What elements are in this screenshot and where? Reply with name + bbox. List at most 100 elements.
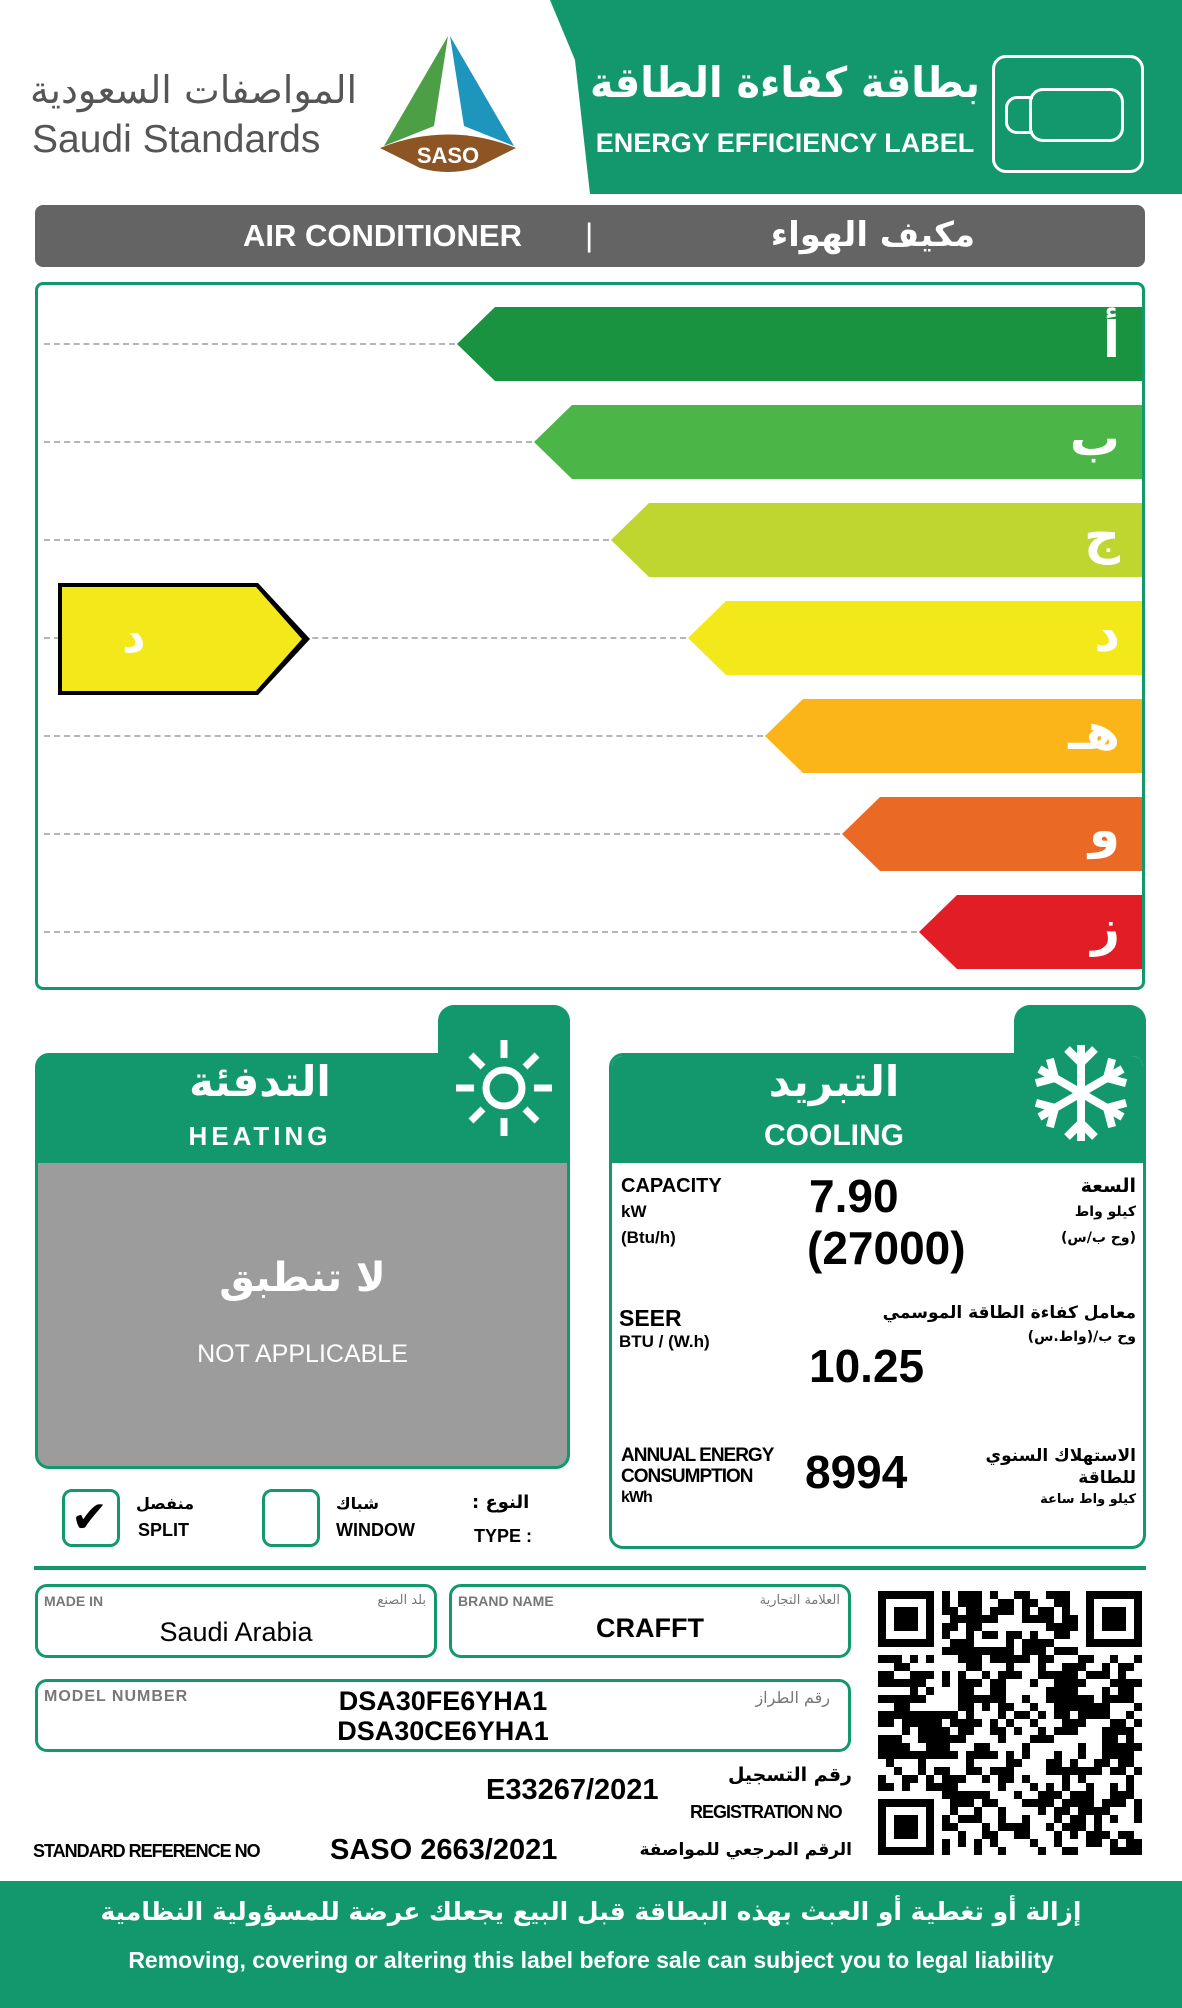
not-applicable-en: NOT APPLICABLE (197, 1340, 408, 1368)
made-in-box: MADE IN بلد الصنع Saudi Arabia (35, 1584, 437, 1658)
window-checkbox[interactable] (262, 1489, 320, 1547)
model-value-1: DSA30FE6YHA1 (338, 1686, 548, 1716)
class-arrow-2: ب (534, 405, 1142, 479)
scale-guide-line (44, 343, 455, 345)
seer-unit: BTU / (W.h) (619, 1332, 710, 1351)
seer-unit-ar: وح ب/(واط.س) (1027, 1329, 1136, 1345)
window-label-ar: شباك (336, 1494, 379, 1513)
capacity-label: CAPACITY kW (Btu/h) (621, 1173, 722, 1251)
standard-label-en: STANDARD REFERENCE NO (33, 1841, 261, 1861)
not-applicable-ar: لا تنطبق (219, 1255, 386, 1301)
annual-unit: kWh (621, 1489, 653, 1506)
rating-label: د (122, 609, 146, 663)
annual-ar2: للطاقة (1078, 1468, 1136, 1488)
capacity-unit-ar1: كيلو واط (1074, 1204, 1136, 1220)
class-label: ز (1091, 899, 1120, 957)
made-in-label: MADE IN (44, 1593, 104, 1609)
made-in-label-ar: بلد الصنع (377, 1593, 426, 1608)
split-checkbox[interactable]: ✔ (62, 1489, 120, 1547)
capacity-ar: السعة (1080, 1175, 1136, 1197)
brand-value: CRAFFT (596, 1613, 704, 1643)
footer-warning-ar-wrap: إزالة أو تغطية أو العبث بهذه البطاقة قبل… (20, 1897, 1162, 1937)
class-arrow-4: د (688, 601, 1142, 675)
scale-guide-line (44, 637, 686, 639)
heating-panel: التدفئة HEATING لا تنطبق NOT APPLICABLE (35, 1005, 570, 1469)
org-name-ar: المواصفات السعودية (30, 68, 358, 112)
checkmark-icon: ✔ (71, 1493, 108, 1542)
seer-label-ar: معامل كفاءة الطاقة الموسمي وح ب/(واط.س) (883, 1303, 1136, 1345)
annual-unit-ar: كيلو واط ساعة (1040, 1492, 1136, 1507)
annual-en1: ANNUAL ENERGY (621, 1445, 774, 1466)
label-title-en: ENERGY EFFICIENCY LABEL (595, 128, 975, 158)
scale-guide-line (44, 931, 917, 933)
capacity-unit-ar2: (وح ب/س) (1061, 1230, 1136, 1246)
registration-label-ar: رقم التسجيل (727, 1764, 852, 1786)
class-label: أ (1102, 311, 1120, 369)
sun-icon (456, 1040, 552, 1136)
product-separator: | (585, 217, 594, 253)
air-conditioner-icon (992, 55, 1144, 173)
header-band (550, 0, 1182, 194)
standard-value: SASO 2663/2021 (330, 1834, 558, 1866)
split-label-ar: منفصل (136, 1494, 194, 1513)
class-arrow-5: هـ (765, 699, 1142, 773)
scale-guide-line (44, 539, 609, 541)
rating-indicator: د (58, 583, 310, 695)
label-title-ar: بطاقة كفاءة الطاقة (590, 58, 980, 107)
type-label-ar: النوع : (472, 1492, 530, 1513)
annual-value: 8994 (805, 1446, 908, 1498)
seer-label: SEER BTU / (W.h) (619, 1305, 710, 1352)
capacity-label-ar: السعة كيلو واط (وح ب/س) (1061, 1173, 1136, 1251)
made-in-value: Saudi Arabia (159, 1617, 313, 1647)
heating-title-ar: التدفئة (189, 1057, 331, 1106)
divider (34, 1566, 1146, 1570)
snowflake-icon (1029, 1045, 1133, 1141)
registration-label-en: REGISTRATION NO (690, 1802, 843, 1822)
scale-guide-line (44, 441, 532, 443)
brand-box: BRAND NAME العلامة التجارية CRAFFT (449, 1584, 851, 1658)
model-label-ar: رقم الطراز (755, 1688, 830, 1707)
heating-title-en: HEATING (188, 1121, 332, 1151)
class-label: د (1094, 605, 1120, 663)
capacity-value-kw: 7.90 (809, 1170, 899, 1222)
qr-code[interactable] (878, 1591, 1142, 1855)
standard-label-ar: الرقم المرجعي للمواصفة (639, 1840, 853, 1860)
capacity-value-btu: (27000) (807, 1222, 966, 1274)
cooling-panel: التبريد COOLING CAPACITY kW (Btu/h) 7.90 (… (609, 1005, 1146, 1549)
seer-value: 10.25 (809, 1340, 925, 1392)
org-name-en: Saudi Standards (32, 118, 321, 161)
capacity-en: CAPACITY (621, 1175, 722, 1197)
annual-en2: CONSUMPTION (621, 1466, 754, 1487)
class-label: و (1088, 801, 1120, 859)
split-label-en: SPLIT (138, 1520, 190, 1540)
annual-label-ar: الاستهلاك السنوي للطاقة كيلو واط ساعة (986, 1445, 1136, 1511)
footer-warning-ar: إزالة أو تغطية أو العبث بهذه البطاقة قبل… (100, 1897, 1082, 1926)
type-label-en: TYPE : (474, 1526, 533, 1546)
saso-logo: SASO (380, 36, 516, 172)
model-label: MODEL NUMBER (44, 1688, 189, 1705)
org-name-ar-wrap: المواصفات السعودية (30, 68, 360, 114)
capacity-unit-kw: kW (621, 1202, 647, 1221)
label-title-ar-wrap: بطاقة كفاءة الطاقة (590, 58, 980, 114)
logo-text: SASO (417, 143, 479, 168)
model-value-2: DSA30CE6YHA1 (337, 1716, 549, 1746)
scale-guide-line (44, 735, 763, 737)
footer-warning-en: Removing, covering or altering this labe… (128, 1947, 1054, 1973)
footer: إزالة أو تغطية أو العبث بهذه البطاقة قبل… (0, 1881, 1182, 2008)
cooling-title-ar: التبريد (768, 1057, 900, 1106)
class-label: هـ (1068, 703, 1120, 761)
seer-en: SEER (619, 1305, 682, 1331)
annual-ar1: الاستهلاك السنوي (985, 1446, 1136, 1466)
class-arrow-6: و (842, 797, 1142, 871)
capacity-unit-btu: (Btu/h) (621, 1228, 676, 1247)
class-label: ب (1069, 409, 1120, 467)
model-box: MODEL NUMBER رقم الطراز DSA30FE6YHA1 DSA… (35, 1679, 851, 1752)
product-bar: AIR CONDITIONER | مكيف الهواء (35, 205, 1145, 267)
product-en: AIR CONDITIONER (243, 218, 522, 253)
window-label-en: WINDOW (336, 1520, 415, 1540)
brand-label: BRAND NAME (458, 1593, 554, 1609)
class-arrow-7: ز (919, 895, 1142, 969)
scale-guide-line (44, 833, 840, 835)
cooling-title-en: COOLING (764, 1119, 904, 1152)
class-arrow-1: أ (457, 307, 1142, 381)
